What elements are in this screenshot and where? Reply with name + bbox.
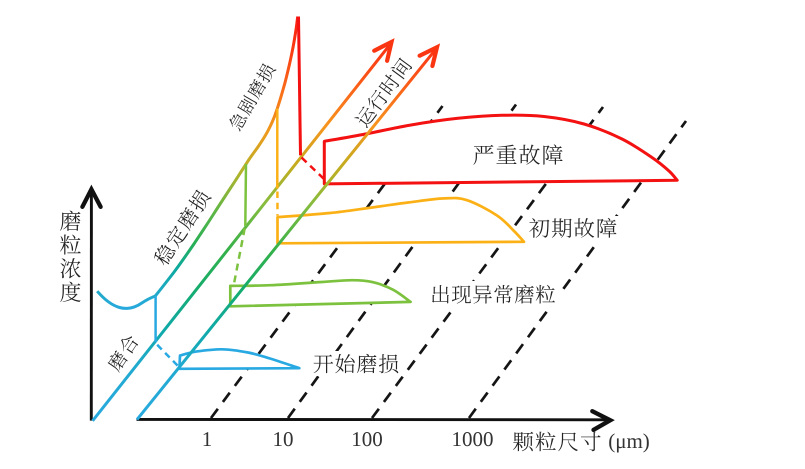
svg-text:10: 10 — [273, 427, 294, 451]
svg-text:(μm): (μm) — [608, 429, 650, 453]
svg-text:100: 100 — [351, 427, 383, 451]
svg-text:1: 1 — [202, 427, 213, 451]
svg-text:1000: 1000 — [452, 427, 494, 451]
